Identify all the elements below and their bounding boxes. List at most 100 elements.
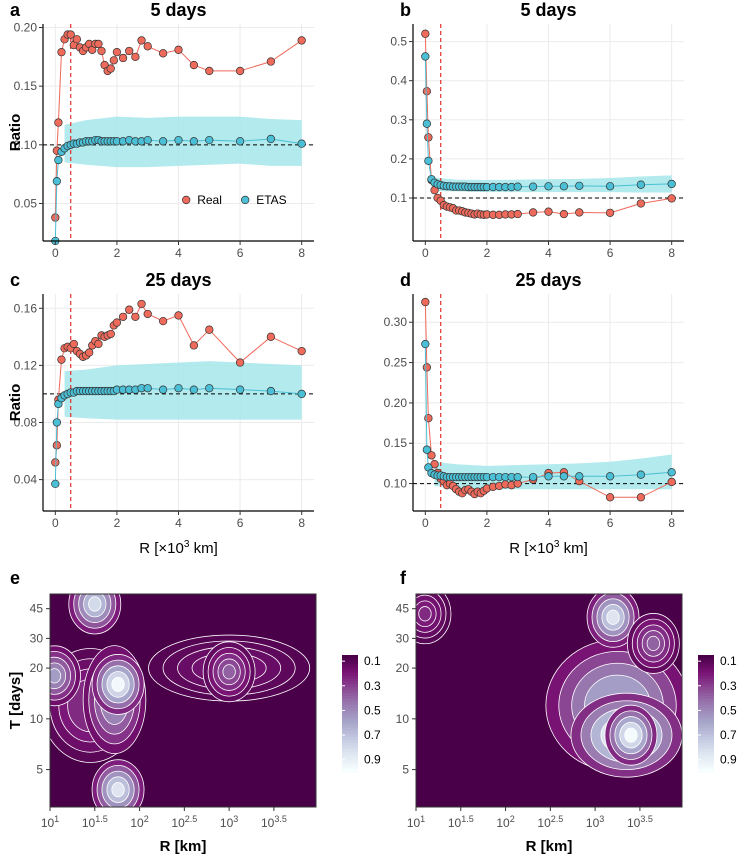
data-point-etas [528,182,538,191]
x-tick-label: 2 [484,516,491,530]
data-point-etas [52,418,62,427]
y-tick-label: 30 [396,631,410,645]
heatmap-frame [49,593,317,808]
data-point-real [143,309,152,319]
x-tick-label: 2 [114,246,121,260]
colorbar-segment [698,716,714,720]
data-point-real [421,297,430,307]
y-tick-label: 0.1 [390,191,407,205]
x-tick-label: 102.5 [171,814,197,830]
data-point-real [97,46,106,56]
y-tick-label: 0.20 [14,21,38,35]
data-point-real [125,46,134,56]
colorbar-segment [342,745,358,750]
x-tick-label: 4 [545,246,552,260]
data-point-etas [667,179,676,189]
colorbar-segment [342,695,358,700]
data-point-real [66,30,75,39]
data-point-real [94,339,103,349]
data-point-real [513,209,522,219]
colorbar-segment [342,687,358,691]
colorbar-segment [342,731,358,735]
colorbar-segment [342,719,358,723]
data-point-real [131,312,140,321]
colorbar-segment [698,655,714,659]
data-point-real [424,414,433,423]
panel-title: 25 days [515,270,581,290]
x-tick-label: 102.5 [537,814,563,830]
data-point-etas [559,472,569,481]
series-etas [51,134,306,246]
data-point-etas [544,182,553,191]
data-point-real [118,53,128,63]
x-tick-label: 101 [41,814,59,830]
data-point-real [297,346,306,356]
data-point-real [158,316,168,326]
x-tick-label: 103 [586,814,604,830]
colorbar: 0.1 0.3 0.5 0.7 0.9 [698,654,737,773]
data-point-etas [421,339,430,349]
x-tick-label: 103.5 [627,814,653,830]
panel-title: 25 days [145,270,211,290]
data-point-etas [605,472,615,481]
data-point-real [137,36,146,45]
colorbar-segment [342,690,358,694]
data-point-etas [143,384,152,393]
colorbar-segment [698,731,714,735]
y-tick-label: 0.30 [384,315,408,329]
panel-label: c [10,270,20,290]
colorbar-tick-label: 0.1 [720,654,737,668]
data-point-etas [422,119,432,128]
colorbar-segment [342,716,358,720]
data-point-etas [158,137,168,146]
y-tick-label: 0.15 [14,79,38,93]
heatmap-field [50,594,316,807]
x-tick-label: 0 [422,246,429,260]
contour-hotspot [624,727,638,743]
y-tick-label: 0.04 [14,473,38,487]
x-tick-label: 2 [484,246,491,260]
data-point-real [112,318,122,327]
y-tick-label: 5 [402,763,409,777]
x-tick-label: 6 [607,246,614,260]
data-point-etas [51,479,60,489]
data-point-etas [266,386,276,396]
legend: Real ETAS [182,193,287,207]
panel-label: f [400,568,407,588]
panel-title: 5 days [150,0,206,20]
colorbar-segment [342,728,358,732]
data-point-etas [189,137,199,146]
panel-b: 0 2 4 6 8 0.1 0.2 0.3 0.4 0.5 b 5 days [390,0,684,260]
data-point-etas [559,182,569,191]
colorbar-segment [698,710,714,715]
contour-hotspot [50,668,62,684]
data-point-real [266,57,276,66]
data-point-real [125,305,134,314]
colorbar-segment [698,701,714,706]
colorbar-segment [342,660,358,665]
y-tick-label: 0.08 [14,415,38,429]
colorbar: 0.1 0.3 0.5 0.7 0.9 [342,654,381,773]
y-tick-label: 0.16 [14,301,38,315]
colorbar-segment [342,757,358,761]
colorbar-segment [698,678,714,682]
data-point-real [575,208,584,217]
y-tick-label: 5 [36,763,43,777]
colorbar-segment [342,663,358,668]
colorbar-tick-label: 0.9 [364,753,381,767]
colorbar-segment [698,760,714,764]
data-point-etas [575,472,584,481]
colorbar-tick-label: 0.7 [720,728,737,742]
y-axis-title: Ratio [7,384,24,422]
colorbar-segment [698,754,714,758]
data-point-etas [422,445,432,454]
y-tick-label: 0.15 [384,436,408,450]
colorbar-segment [698,757,714,761]
x-tick-label: 6 [607,516,614,530]
panel-label: e [10,568,20,588]
x-tick-label: 8 [668,246,675,260]
colorbar-segment [342,748,358,753]
y-tick-label: 0.10 [384,477,408,491]
data-point-etas [174,384,183,393]
data-point-etas [605,182,615,191]
